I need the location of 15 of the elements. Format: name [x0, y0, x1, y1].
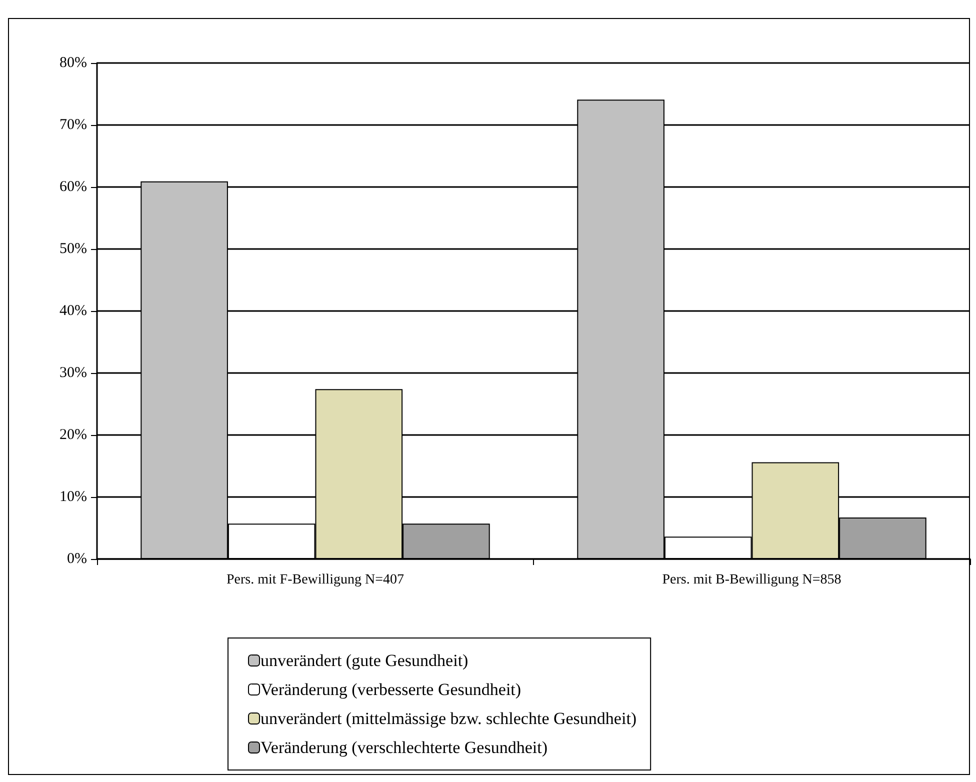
legend-label: Veränderung (verbesserte Gesundheit)	[260, 680, 522, 699]
legend-label: unverändert (gute Gesundheit)	[260, 651, 468, 670]
y-tick-label: 80%	[60, 55, 87, 71]
y-tick-label: 10%	[60, 489, 87, 505]
y-tick-label: 20%	[60, 427, 87, 443]
y-tick-label: 0%	[67, 551, 87, 567]
y-tick-label: 30%	[60, 365, 87, 381]
y-tick-label: 70%	[60, 117, 87, 133]
x-tick-label: Pers. mit F-Bewilligung N=407	[226, 572, 404, 588]
y-tick-label: 60%	[60, 179, 87, 195]
y-tick-label: 40%	[60, 303, 87, 319]
y-tick-label: 50%	[60, 241, 87, 257]
x-tick-label: Pers. mit B-Bewilligung N=858	[662, 572, 842, 588]
legend-label: Veränderung (verschlechterte Gesundheit)	[260, 738, 548, 757]
legend-label: unverändert (mittelmässige bzw. schlechte Gesundheit)	[260, 709, 637, 728]
